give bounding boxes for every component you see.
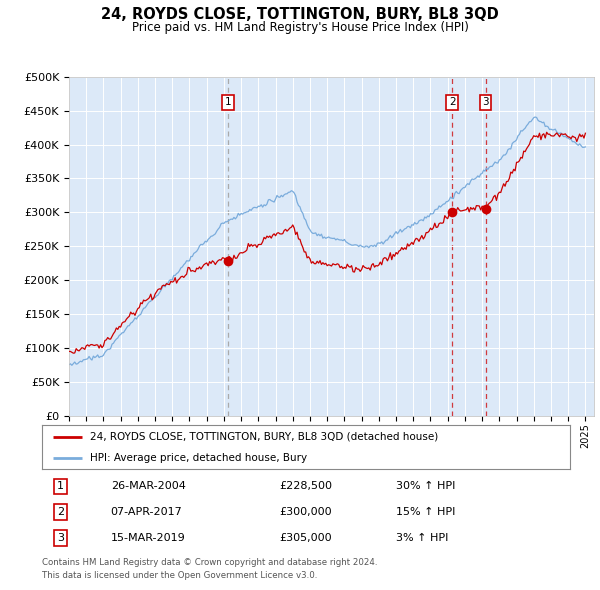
Text: £228,500: £228,500: [280, 481, 332, 491]
Text: 1: 1: [224, 97, 231, 107]
Text: 2: 2: [449, 97, 455, 107]
Text: 15% ↑ HPI: 15% ↑ HPI: [396, 507, 455, 517]
Text: 07-APR-2017: 07-APR-2017: [110, 507, 182, 517]
Text: Price paid vs. HM Land Registry's House Price Index (HPI): Price paid vs. HM Land Registry's House …: [131, 21, 469, 34]
Text: 1: 1: [57, 481, 64, 491]
Text: 3: 3: [482, 97, 489, 107]
Text: 24, ROYDS CLOSE, TOTTINGTON, BURY, BL8 3QD (detached house): 24, ROYDS CLOSE, TOTTINGTON, BURY, BL8 3…: [89, 432, 438, 442]
Text: 26-MAR-2004: 26-MAR-2004: [110, 481, 185, 491]
Text: HPI: Average price, detached house, Bury: HPI: Average price, detached house, Bury: [89, 453, 307, 463]
Text: £300,000: £300,000: [280, 507, 332, 517]
Text: 3% ↑ HPI: 3% ↑ HPI: [396, 533, 448, 543]
Text: 2: 2: [57, 507, 64, 517]
Text: Contains HM Land Registry data © Crown copyright and database right 2024.: Contains HM Land Registry data © Crown c…: [42, 558, 377, 566]
Text: 30% ↑ HPI: 30% ↑ HPI: [396, 481, 455, 491]
Text: This data is licensed under the Open Government Licence v3.0.: This data is licensed under the Open Gov…: [42, 571, 317, 580]
Text: 3: 3: [57, 533, 64, 543]
Text: 15-MAR-2019: 15-MAR-2019: [110, 533, 185, 543]
Text: 24, ROYDS CLOSE, TOTTINGTON, BURY, BL8 3QD: 24, ROYDS CLOSE, TOTTINGTON, BURY, BL8 3…: [101, 7, 499, 22]
Text: £305,000: £305,000: [280, 533, 332, 543]
